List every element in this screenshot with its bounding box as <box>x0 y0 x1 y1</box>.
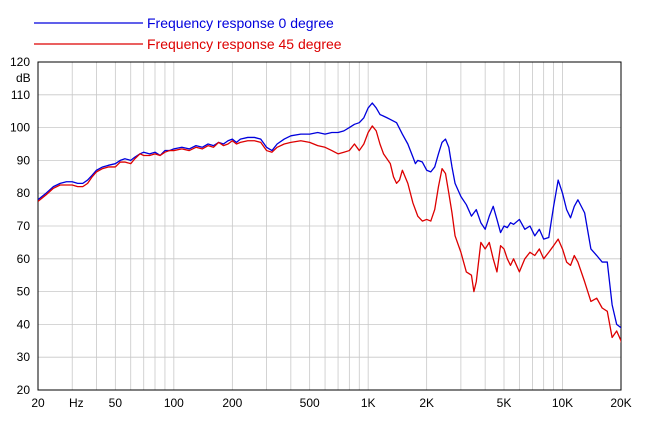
x-tick-label: 100 <box>164 396 184 410</box>
x-tick-label: 2K <box>419 396 434 410</box>
legend-label-0-degree: Frequency response 0 degree <box>147 15 334 31</box>
series-line-0-degree <box>38 102 621 329</box>
y-tick-label: 50 <box>17 285 31 299</box>
x-tick-label: 1K <box>361 396 376 410</box>
y-tick-label: 90 <box>17 153 31 167</box>
legend: Frequency response 0 degree Frequency re… <box>34 15 342 52</box>
y-tick-label: 80 <box>17 186 31 200</box>
x-tick-labels: 20 50 100 200 500 1K 2K 5K 10K 20K <box>31 396 631 410</box>
series-lines <box>38 102 621 344</box>
x-tick-label: 50 <box>109 396 123 410</box>
x-unit-label: Hz <box>69 396 84 410</box>
x-tick-label: 10K <box>552 396 573 410</box>
y-unit-label: dB <box>16 71 31 85</box>
y-tick-label: 60 <box>17 252 31 266</box>
y-tick-label: 100 <box>10 121 30 135</box>
y-tick-label: 120 <box>10 55 30 69</box>
y-tick-labels: 20 30 40 50 60 70 80 90 100 110 120 <box>10 55 30 397</box>
x-tick-label: 5K <box>497 396 512 410</box>
x-tick-label: 500 <box>300 396 320 410</box>
y-tick-label: 20 <box>17 383 31 397</box>
grid <box>37 61 622 391</box>
series-line-45-degree <box>38 125 621 344</box>
x-tick-label: 200 <box>222 396 242 410</box>
x-tick-label: 20K <box>610 396 631 410</box>
y-tick-label: 30 <box>17 350 31 364</box>
x-tick-label: 20 <box>31 396 45 410</box>
y-tick-label: 110 <box>11 88 30 102</box>
plot-frame <box>37 61 622 391</box>
y-tick-label: 40 <box>17 317 31 331</box>
y-tick-label: 70 <box>17 219 31 233</box>
legend-label-45-degree: Frequency response 45 degree <box>147 36 342 52</box>
